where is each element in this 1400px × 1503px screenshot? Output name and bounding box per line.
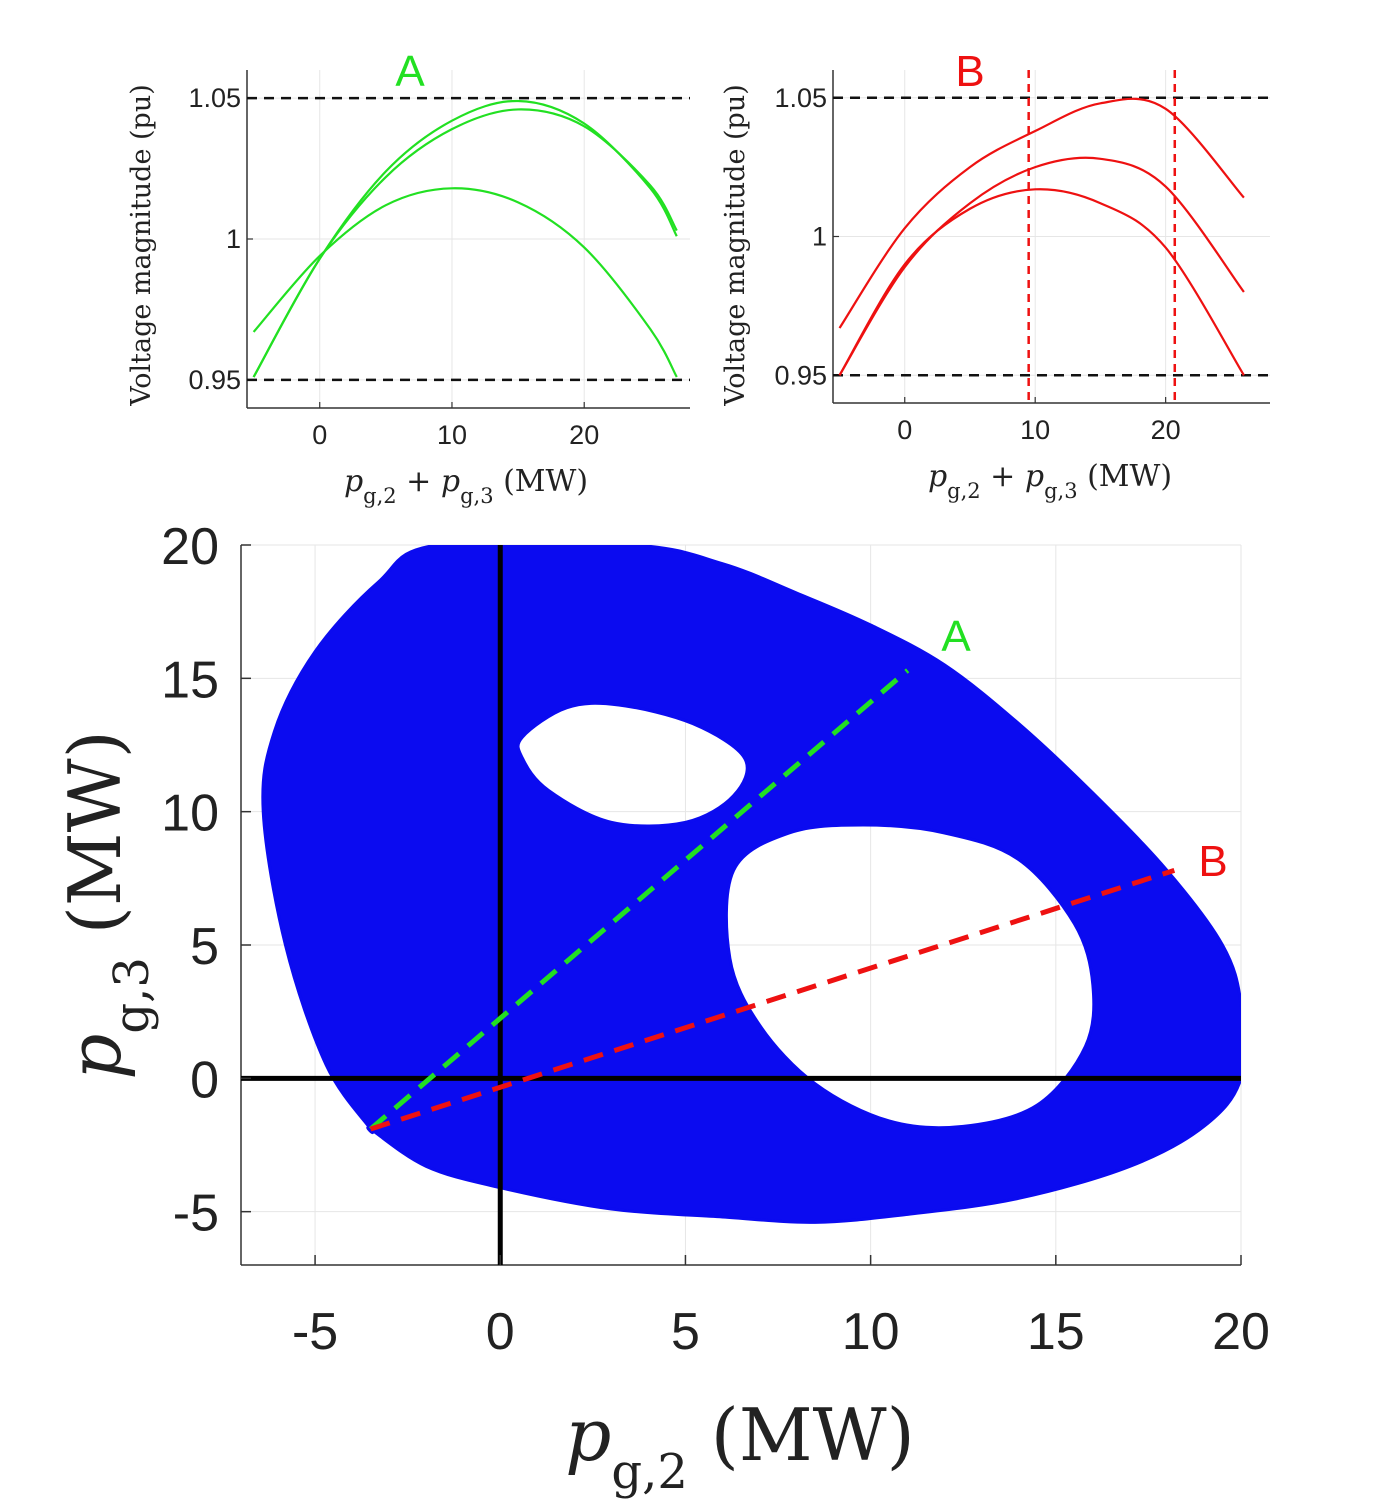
x-tick-label-2: 20 (1151, 415, 1181, 445)
y-tick-label-2: 1.05 (188, 83, 241, 113)
y-tick-label-0: 0.95 (188, 365, 241, 395)
feasible-region (261, 545, 1241, 1224)
series-line-3 (252, 108, 678, 378)
main-label-a: A (941, 612, 971, 661)
y-tick-label-2: 1.05 (774, 83, 827, 113)
chart-b-xlabel: pg,2 + pg,3 (MW) (928, 459, 1172, 503)
chart-b-ylabel: Voltage magnitude (pu) (720, 84, 751, 407)
series-line-1 (252, 187, 678, 378)
y-tick-label-1: 1 (812, 222, 827, 252)
chart-a-xlabel: pg,2 + pg,3 (MW) (344, 464, 588, 508)
y-tick-label-0: 0.95 (774, 360, 827, 390)
y-tick-label-3: 10 (161, 785, 219, 843)
y-tick-label-4: 15 (161, 651, 219, 709)
main-label-b: B (1198, 837, 1227, 886)
y-tick-label-0: -5 (173, 1185, 219, 1243)
x-tick-label-0: -5 (292, 1303, 338, 1361)
x-tick-label-2: 20 (569, 420, 599, 450)
x-tick-label-2: 5 (671, 1303, 700, 1361)
y-tick-label-2: 5 (190, 918, 219, 976)
series-line-3 (838, 188, 1245, 376)
x-tick-label-1: 10 (437, 420, 467, 450)
x-tick-label-1: 0 (486, 1303, 515, 1361)
chart-b-title: B (955, 47, 984, 96)
direction-line-a (369, 668, 910, 1131)
feasible-region-chart: -5 0 5 10 15 20 -5 0 5 10 15 20 (161, 518, 1270, 1361)
chart-a-title: A (395, 47, 425, 96)
voltage-chart-b: 0 10 20 0.95 1 1.05 (774, 70, 1270, 445)
y-tick-label-5: 20 (161, 518, 219, 576)
direction-line-b (369, 867, 1176, 1132)
series-line-2 (838, 156, 1245, 376)
x-tick-label-5: 20 (1212, 1303, 1270, 1361)
x-tick-label-3: 10 (842, 1303, 900, 1361)
x-tick-label-0: 0 (312, 420, 327, 450)
main-xlabel: pg,2 (MW) (565, 1393, 914, 1500)
main-ylabel: pg,3 (MW) (53, 730, 160, 1079)
series-line-1 (838, 97, 1245, 329)
chart-a-ylabel: Voltage magnitude (pu) (126, 84, 157, 407)
y-tick-label-1: 0 (190, 1051, 219, 1109)
y-tick-label-1: 1 (226, 224, 241, 254)
voltage-chart-a: 0 10 20 0.95 1 1.05 (188, 70, 690, 450)
x-tick-label-0: 0 (897, 415, 912, 445)
x-tick-label-4: 15 (1027, 1303, 1085, 1361)
x-tick-label-1: 10 (1020, 415, 1050, 445)
